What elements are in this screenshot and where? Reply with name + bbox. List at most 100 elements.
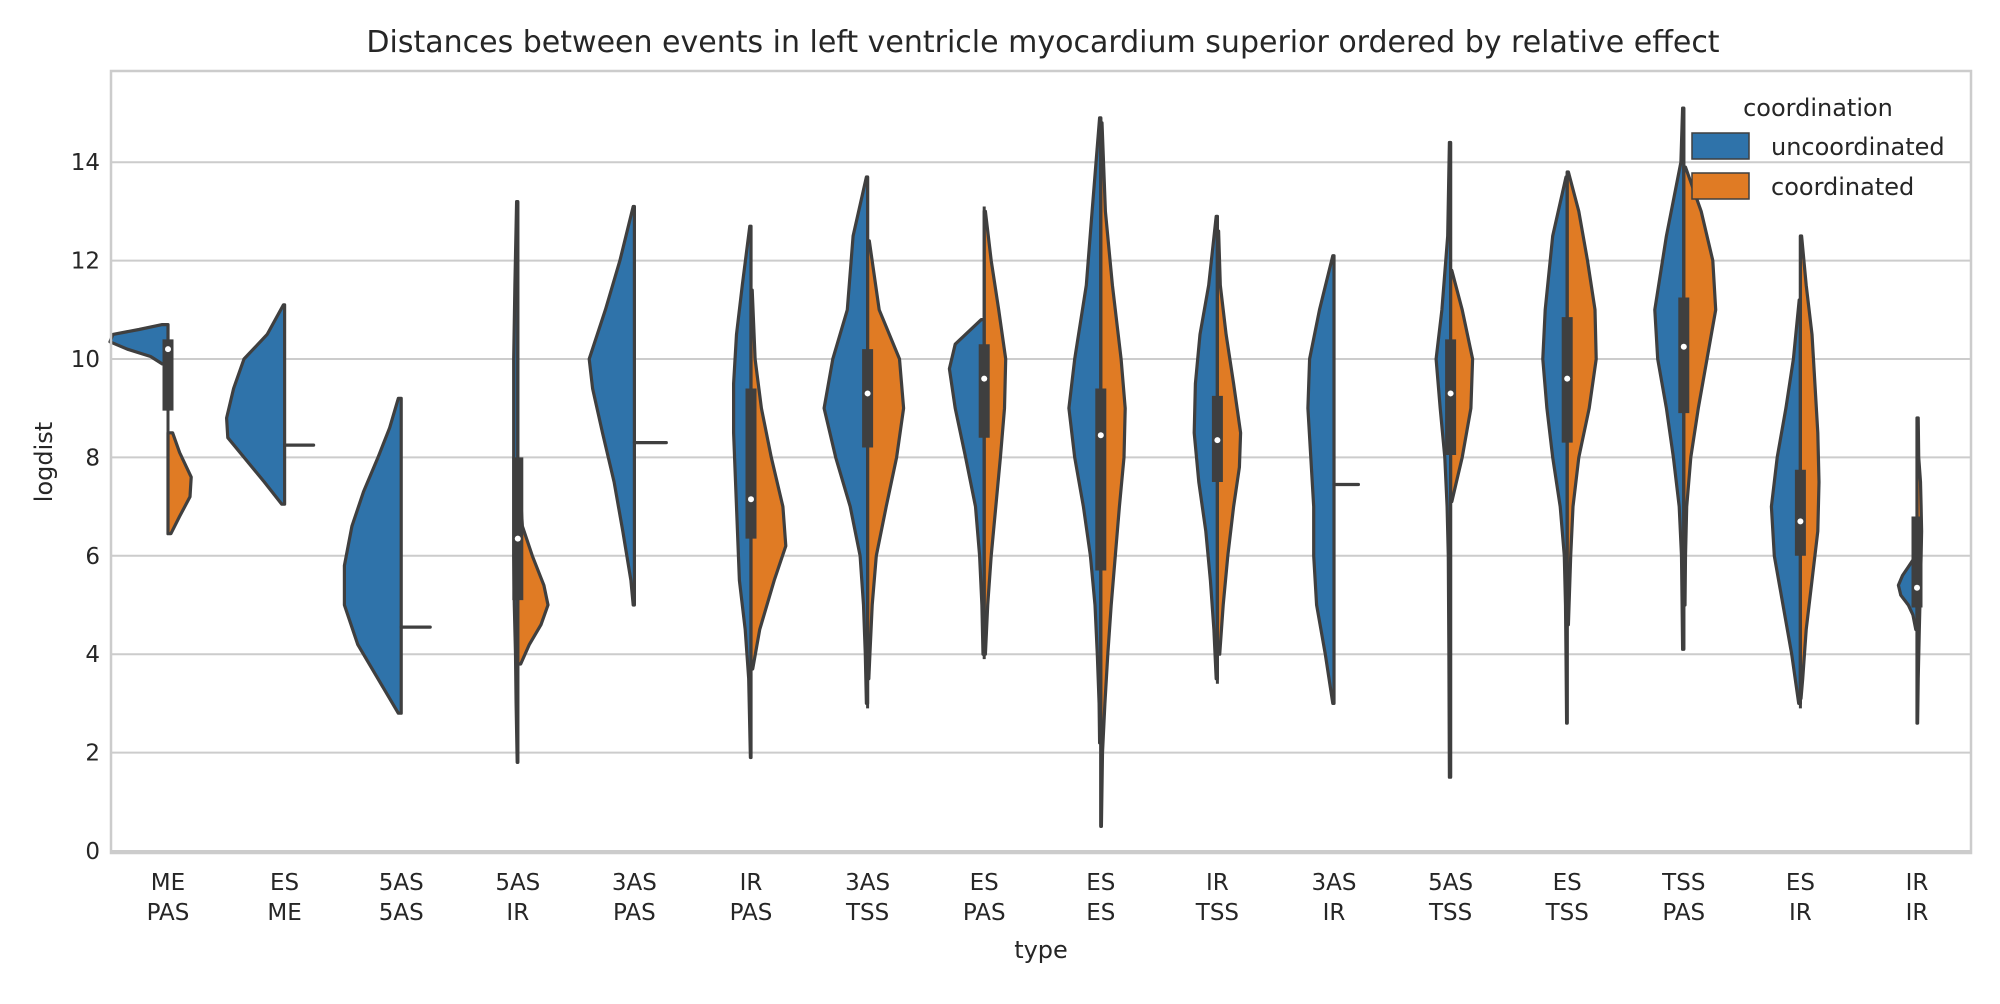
violin-11 — [1434, 140, 1475, 779]
violin-layer — [108, 106, 1924, 828]
legend-swatch-coordinated — [1691, 172, 1750, 200]
x-tick-label-line2: PAS — [1662, 900, 1705, 926]
legend-label-uncoordinated: uncoordinated — [1771, 133, 1945, 161]
y-tick-label: 0 — [85, 839, 100, 865]
box-median — [1914, 584, 1920, 591]
x-tick-label-line2: TSS — [1545, 900, 1589, 926]
x-tick-label-line1: 5AS — [1428, 870, 1473, 896]
violin-half-uncoordinated — [1541, 175, 1569, 725]
box-13 — [1678, 108, 1690, 650]
violin-9 — [1192, 214, 1243, 681]
box-median — [981, 375, 988, 382]
violin-10 — [1306, 254, 1360, 705]
x-tick-label-line1: 3AS — [1312, 870, 1357, 896]
box-8 — [1095, 117, 1107, 827]
x-tick-label-line1: 5AS — [379, 870, 424, 896]
violin-half-uncoordinated — [225, 303, 287, 506]
violin-half-coordinated — [1215, 229, 1243, 656]
violin-half-uncoordinated — [822, 175, 870, 705]
plot-frame — [109, 69, 1973, 855]
y-tick-label: 4 — [85, 642, 100, 668]
x-tick-label-line1: ES — [1786, 870, 1815, 896]
box-7 — [978, 206, 990, 660]
box-median — [748, 496, 754, 503]
x-tick-label-line1: ES — [270, 870, 299, 896]
violin-half-coordinated — [166, 431, 193, 536]
chart-title: Distances between events in left ventric… — [366, 25, 1719, 60]
x-tick-label-line2: IR — [1789, 900, 1812, 926]
x-tick-label-line1: ES — [970, 870, 999, 896]
box-3 — [512, 201, 524, 763]
violin-half-uncoordinated — [342, 396, 403, 715]
box-11 — [1445, 142, 1457, 778]
legend: coordination uncoordinated coordinated — [1691, 94, 1945, 201]
y-tick-label: 14 — [71, 150, 100, 176]
x-tick-labels: ME PAS ES ME 5AS 5AS 5AS IR 3AS PAS IR PAS 3AS TSS ES P… — [147, 870, 1929, 926]
box-median — [514, 535, 521, 542]
box-9 — [1211, 216, 1223, 684]
box-5 — [745, 226, 757, 758]
x-tick-label-line1: 3AS — [845, 870, 890, 896]
violin-2 — [342, 396, 432, 715]
x-tick-label-line2: ES — [1086, 900, 1115, 926]
y-tick-labels: 0 2 4 6 8 10 12 14 — [71, 150, 100, 865]
x-tick-label-line1: 3AS — [612, 870, 657, 896]
x-tick-label-line1: IR — [1206, 870, 1229, 896]
box-12 — [1561, 172, 1573, 724]
y-tick-label: 12 — [71, 249, 100, 275]
legend-title: coordination — [1743, 94, 1893, 122]
box-median — [864, 390, 871, 397]
x-tick-label-line2: TSS — [1428, 900, 1472, 926]
box-layer — [162, 108, 1923, 827]
box-15 — [1911, 418, 1923, 724]
box-median — [1097, 432, 1104, 439]
violin-half-coordinated — [1798, 234, 1821, 701]
box-0 — [162, 324, 174, 433]
x-tick-label-line1: ME — [151, 870, 185, 896]
violin-6 — [822, 175, 906, 705]
violin-12 — [1541, 170, 1598, 725]
y-tick-label: 2 — [85, 741, 100, 767]
y-tick-label: 10 — [71, 347, 100, 373]
violin-half-coordinated — [866, 239, 906, 681]
x-tick-label-line2: ME — [267, 900, 301, 926]
violin-0 — [108, 323, 193, 536]
x-tick-label-line2: TSS — [1195, 900, 1239, 926]
box-median — [1214, 437, 1221, 444]
x-tick-label-line1: 5AS — [495, 870, 540, 896]
box-median — [165, 346, 171, 353]
x-axis-label: type — [1014, 936, 1068, 964]
legend-swatch-uncoordinated — [1691, 132, 1750, 160]
box-14 — [1794, 236, 1806, 709]
box-median — [1564, 375, 1571, 382]
violin-4 — [587, 204, 668, 607]
y-tick-label: 6 — [85, 544, 100, 570]
violin-5 — [732, 224, 788, 760]
violin-half-uncoordinated — [1306, 254, 1336, 705]
x-tick-label-line2: PAS — [963, 900, 1006, 926]
box-median — [1447, 390, 1454, 397]
x-tick-label-line2: IR — [1906, 900, 1929, 926]
x-tick-label-line1: IR — [1906, 870, 1929, 896]
x-tick-label-line2: 5AS — [379, 900, 424, 926]
x-tick-label-line2: PAS — [730, 900, 773, 926]
y-axis-label: logdist — [30, 422, 58, 502]
box-median — [1680, 343, 1687, 350]
violin-1 — [225, 303, 316, 506]
grid-layer — [111, 161, 1971, 852]
legend-label-coordinated: coordinated — [1771, 173, 1914, 201]
x-tick-label-line2: PAS — [147, 900, 190, 926]
violin-half-uncoordinated — [587, 204, 636, 607]
violin-7 — [947, 209, 1008, 656]
x-tick-label-line2: PAS — [613, 900, 656, 926]
violin-half-uncoordinated — [1434, 140, 1453, 779]
box-median — [1797, 518, 1804, 525]
x-tick-label-line1: ES — [1086, 870, 1115, 896]
x-tick-label-line2: IR — [506, 900, 529, 926]
box-6 — [862, 176, 874, 709]
x-tick-label-line1: TSS — [1661, 870, 1705, 896]
x-tick-label-line1: IR — [740, 870, 763, 896]
x-tick-label-line2: IR — [1323, 900, 1346, 926]
